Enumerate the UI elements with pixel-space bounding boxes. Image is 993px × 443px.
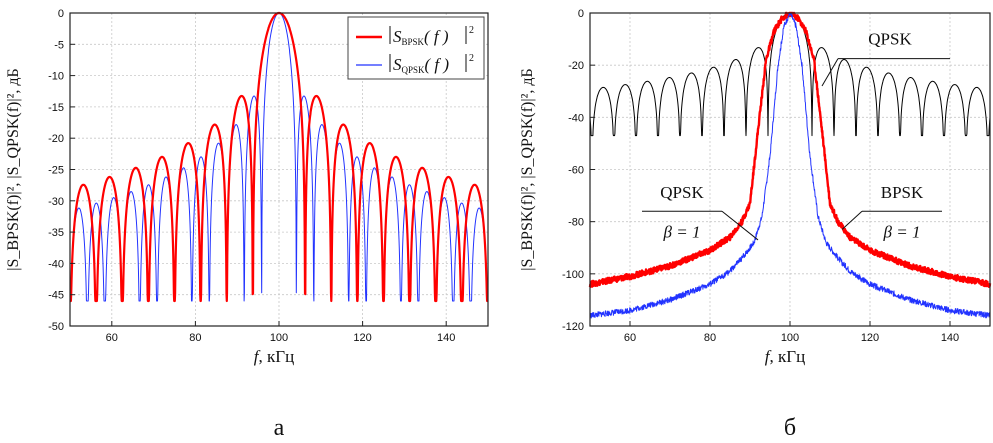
legend-sub: QPSK <box>402 65 426 75</box>
x-tick-label: 100 <box>781 332 799 344</box>
legend-label: SQPSK( f ) <box>393 55 449 75</box>
y-ticks-b: 0 -20 -40 -60 -80 -100 -120 <box>562 8 595 333</box>
annotation-label-bottom: β = 1 <box>883 222 921 241</box>
y-tick-label: 0 <box>58 8 64 20</box>
x-label-symbol: f <box>765 347 772 366</box>
y-label-text: |S_BPSK(f)|², |S_QPSK(f)|², дБ <box>519 68 536 270</box>
annotation-label-qpsk: QPSK <box>868 29 912 48</box>
x-tick-label: 120 <box>353 332 371 344</box>
chart-panel-b: 60 80 100 120 140 0 -20 -40 -60 -80 -100 -120 f, к… <box>519 8 992 441</box>
y-tick-label: -120 <box>562 321 584 333</box>
y-tick-label: -10 <box>48 71 64 83</box>
panel-letter-b: б <box>784 415 796 441</box>
y-tick-label: 0 <box>578 8 584 20</box>
y-axis-label-b: |S_BPSK(f)|², |S_QPSK(f)|², дБ <box>519 68 536 270</box>
y-tick-label: -40 <box>48 258 64 270</box>
x-tick-label: 100 <box>270 332 288 344</box>
annotation-label-top: BPSK <box>881 183 924 202</box>
panel-letter-a: а <box>274 415 285 441</box>
y-label-text: |S_BPSK(f)|², |S_QPSK(f)|², дБ <box>5 68 22 270</box>
y-axis-label-a: |S_BPSK(f)|², |S_QPSK(f)|², дБ <box>5 68 22 270</box>
x-tick-label: 80 <box>189 332 201 344</box>
x-ticks-b: 60 80 100 120 140 <box>624 321 959 344</box>
y-tick-label: -35 <box>48 227 64 239</box>
y-tick-label: -80 <box>568 217 584 229</box>
legend-arg: ( f ) <box>424 27 449 46</box>
annotation-leader <box>821 58 839 87</box>
y-ticks-a: 0 -5 -10 -15 -20 -25 -30 -35 -40 -45 -50 <box>48 8 75 333</box>
annotation-leader <box>721 210 759 241</box>
y-tick-label: -20 <box>568 60 584 72</box>
x-axis-label-b: f, кГц <box>765 347 805 366</box>
x-label-unit: , кГц <box>770 347 806 366</box>
x-label-unit: , кГц <box>259 347 295 366</box>
legend-label: SBPSK( f ) <box>393 27 449 47</box>
series-line-2 <box>589 12 991 319</box>
legend-box <box>347 16 485 80</box>
annotation-leader <box>841 210 863 230</box>
x-axis-label-a: f, кГц <box>254 347 294 366</box>
x-tick-label: 60 <box>624 332 636 344</box>
legend-main: S <box>393 27 402 46</box>
y-tick-label: -60 <box>568 165 584 177</box>
x-tick-label: 80 <box>704 332 716 344</box>
legend-square: 2 <box>469 25 474 36</box>
x-tick-label: 140 <box>941 332 959 344</box>
x-tick-label: 140 <box>437 332 455 344</box>
x-tick-label: 60 <box>106 332 118 344</box>
legend-square: 2 <box>469 53 474 64</box>
y-tick-label: -100 <box>562 269 584 281</box>
legend-sub: BPSK <box>402 37 425 47</box>
y-tick-label: -20 <box>48 133 64 145</box>
y-tick-label: -5 <box>54 39 64 51</box>
y-tick-label: -15 <box>48 102 64 114</box>
chart-panel-a: 60 80 100 120 140 0 -5 -10 -15 -20 -25 -30 -35 -40 -4… <box>5 8 489 441</box>
y-tick-label: -50 <box>48 321 64 333</box>
annotation-label-bottom: β = 1 <box>663 222 701 241</box>
annotation-label-top: QPSK <box>660 183 704 202</box>
x-label-symbol: f <box>254 347 261 366</box>
x-ticks-a: 60 80 100 120 140 <box>106 321 455 344</box>
legend-main: S <box>393 55 402 74</box>
x-tick-label: 120 <box>861 332 879 344</box>
y-tick-label: -40 <box>568 112 584 124</box>
legend-arg: ( f ) <box>425 55 450 74</box>
y-tick-label: -30 <box>48 196 64 208</box>
y-tick-label: -45 <box>48 290 64 302</box>
annotations-b: QPSK QPSK β = 1 BPSK β = 1 <box>642 29 950 241</box>
grid-b <box>590 13 990 326</box>
y-tick-label: -25 <box>48 165 64 177</box>
